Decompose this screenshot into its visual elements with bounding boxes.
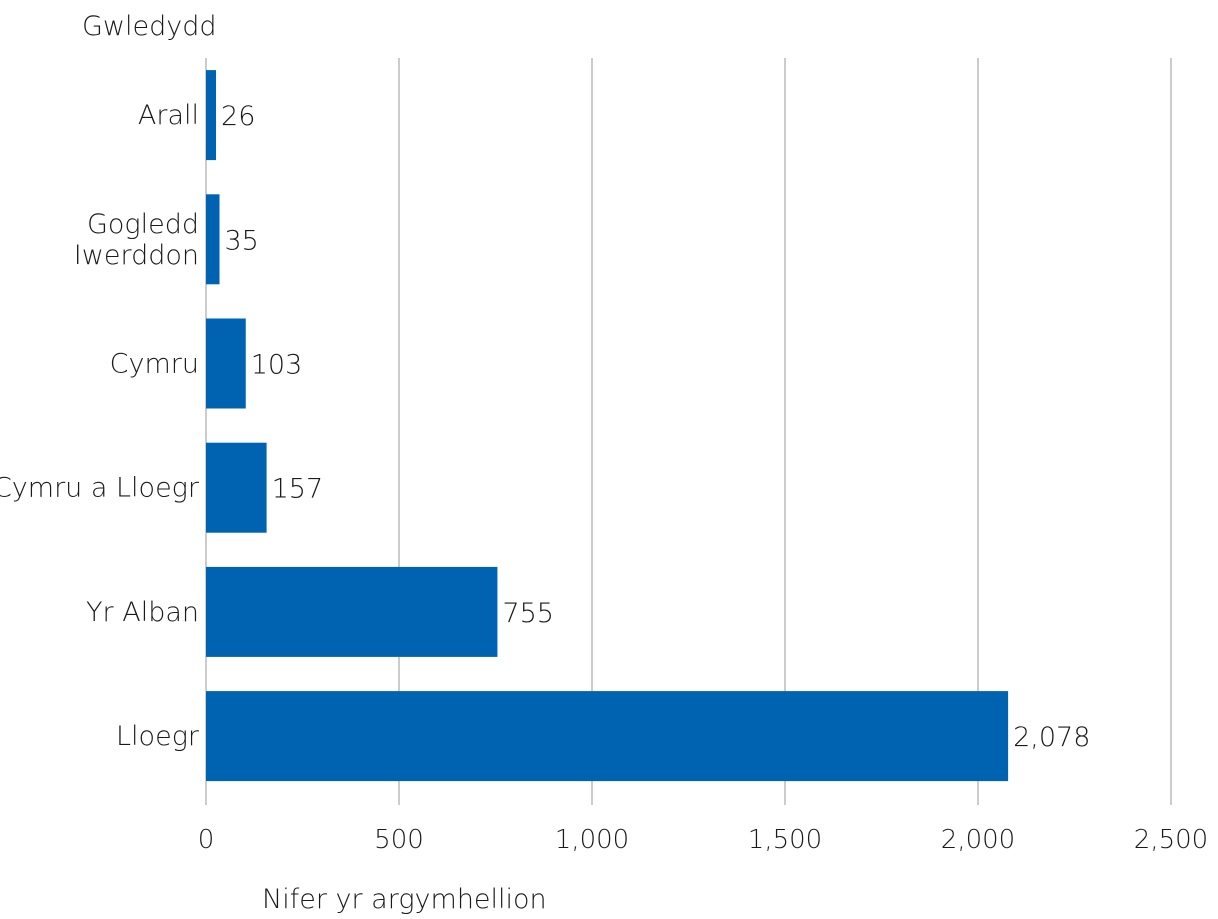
category-label: Gogledd Iwerddon <box>74 209 199 271</box>
category-label: Yr Alban <box>86 597 199 628</box>
data-label: 35 <box>225 225 259 256</box>
bar <box>206 442 267 533</box>
data-label: 103 <box>251 350 303 381</box>
x-axis-title: Nifer yr argymhellion <box>262 884 547 915</box>
bar <box>206 691 1009 782</box>
bar <box>206 70 217 161</box>
data-label: 755 <box>502 598 554 629</box>
bar <box>206 194 220 285</box>
x-tick-label: 1,500 <box>748 825 822 855</box>
bars <box>206 70 1009 782</box>
bar <box>206 318 246 409</box>
data-label: 157 <box>272 474 324 505</box>
x-tick-labels: 0 500 1,000 1,500 2,000 2,500 <box>198 825 1208 855</box>
category-label: Cymru <box>110 349 199 380</box>
data-labels: 26 35 103 157 755 2,078 <box>221 101 1090 753</box>
x-tick-label: 0 <box>198 825 215 855</box>
x-tick-label: 2,500 <box>1134 825 1208 855</box>
gridlines <box>205 58 1172 805</box>
x-tick-label: 1,000 <box>555 825 629 855</box>
category-label: Arall <box>138 100 199 131</box>
category-labels: Arall Gogledd Iwerddon Cymru Cymru a Lloegr Y… <box>0 100 200 752</box>
y-axis-title: Gwledydd <box>82 11 217 42</box>
x-tick-label: 500 <box>374 825 424 855</box>
data-label: 26 <box>221 101 255 132</box>
category-label: Cymru a Lloegr <box>0 473 200 504</box>
x-tick-label: 2,000 <box>941 825 1015 855</box>
bar <box>206 566 498 657</box>
category-label: Lloegr <box>116 721 200 752</box>
data-label: 2,078 <box>1013 722 1090 753</box>
